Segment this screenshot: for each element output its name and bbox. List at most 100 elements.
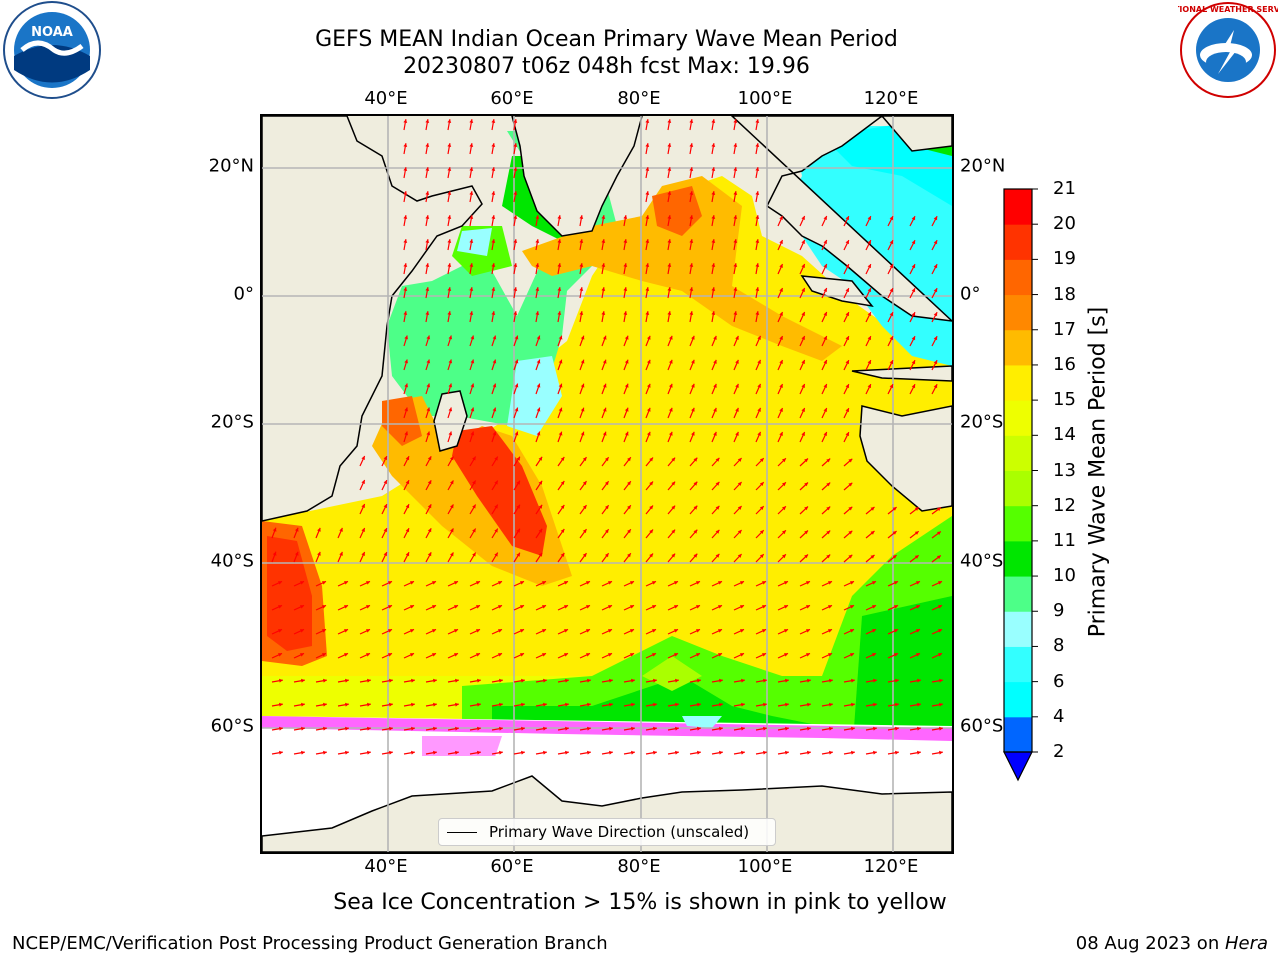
wave-arrowhead — [587, 702, 591, 707]
wave-arrowhead — [427, 552, 432, 557]
wave-arrowhead — [755, 287, 760, 291]
wave-arrowhead — [433, 678, 437, 683]
wave-arrowhead — [535, 239, 540, 243]
wave-arrowhead — [432, 629, 436, 633]
wave-arrowhead — [300, 653, 304, 657]
wave-arrowhead — [624, 407, 629, 412]
wave-arrowhead — [829, 702, 833, 707]
wave-period-map — [262, 116, 952, 852]
wave-arrowhead — [580, 431, 585, 436]
wave-arrowhead — [740, 653, 744, 657]
wave-arrowhead — [476, 629, 480, 633]
wave-arrowhead — [845, 288, 849, 293]
wave-arrowhead — [454, 605, 458, 609]
wave-arrowhead — [936, 507, 941, 512]
wave-arrowhead — [565, 726, 569, 731]
wave-arrowhead — [631, 702, 635, 707]
wave-arrowhead — [911, 312, 916, 317]
wave-arrowhead — [848, 482, 853, 487]
wave-arrowhead — [361, 552, 365, 556]
wave-arrowhead — [623, 287, 628, 291]
wave-arrowhead — [411, 726, 415, 731]
wave-arrowhead — [785, 726, 789, 731]
wave-arrowhead — [823, 312, 827, 316]
wave-arrowhead — [469, 143, 474, 147]
wave-arrowhead — [759, 530, 764, 534]
wave-arrowhead — [851, 726, 855, 731]
colorbar-swatch — [1004, 646, 1032, 683]
wave-arrowhead — [733, 119, 738, 123]
wave-arrowhead — [889, 264, 894, 269]
wave-arrowhead — [410, 581, 414, 585]
wave-arrowhead — [472, 528, 476, 533]
wave-arrowhead — [675, 702, 679, 707]
wave-arrowhead — [426, 359, 431, 364]
wave-arrowhead — [494, 504, 498, 509]
wave-arrowhead — [388, 605, 392, 609]
wave-arrowhead — [491, 119, 496, 123]
wave-arrowhead — [469, 119, 474, 123]
wave-arrowhead — [520, 581, 524, 585]
wave-arrowhead — [649, 553, 653, 558]
wave-arrowhead — [558, 407, 563, 412]
wave-arrowhead — [476, 605, 480, 609]
wave-arrowhead — [759, 458, 764, 462]
wave-arrowhead — [513, 119, 518, 123]
wave-arrowhead — [383, 528, 387, 533]
wave-arrowhead — [826, 554, 831, 559]
wave-arrowhead — [829, 678, 833, 683]
wave-arrowhead — [848, 458, 853, 463]
nws-logo: NATIONAL WEATHER SERVICE — [1162, 0, 1280, 100]
wave-arrowhead — [521, 726, 525, 731]
colorbar-extend-arrow — [1003, 751, 1033, 782]
colorbar-swatch — [1004, 189, 1032, 225]
wave-arrowhead — [845, 432, 849, 437]
wave-arrowhead — [691, 407, 695, 412]
wave-arrowhead — [711, 215, 716, 219]
wave-arrowhead — [564, 653, 568, 657]
svg-text:NATIONAL WEATHER SERVICE: NATIONAL WEATHER SERVICE — [1178, 5, 1278, 14]
wave-arrowhead — [892, 531, 897, 535]
wave-arrowhead — [272, 527, 277, 532]
wave-arrowhead — [454, 581, 458, 585]
wave-arrowhead — [498, 629, 502, 633]
wave-arrowhead — [757, 383, 761, 388]
wave-arrowhead — [278, 605, 282, 609]
wave-arrowhead — [498, 581, 502, 585]
wave-arrowhead — [543, 726, 547, 731]
wave-arrowhead — [389, 726, 393, 731]
wave-arrowhead — [388, 581, 392, 585]
wave-arrowhead — [689, 287, 694, 291]
wave-arrowhead — [850, 605, 854, 609]
wave-arrowhead — [782, 506, 786, 511]
wave-arrowhead — [807, 750, 811, 755]
wave-arrowhead — [455, 750, 459, 755]
wave-arrowhead — [536, 431, 541, 436]
colorbar-tick-label: 2 — [1053, 741, 1065, 762]
wave-arrowhead — [322, 629, 326, 633]
wave-arrowhead — [649, 481, 653, 486]
wave-arrowhead — [823, 360, 827, 364]
wave-arrowhead — [447, 167, 452, 171]
wave-arrowhead — [782, 458, 786, 463]
wave-arrowhead — [801, 240, 805, 244]
wave-arrowhead — [432, 653, 436, 657]
wave-arrowhead — [645, 215, 650, 219]
wave-arrowhead — [667, 239, 672, 243]
wave-arrowhead — [630, 581, 634, 585]
wave-arrowhead — [494, 552, 498, 557]
wave-arrowhead — [653, 678, 657, 683]
wave-arrowhead — [344, 653, 348, 657]
wave-arrowhead — [477, 750, 481, 755]
wave-arrowhead — [645, 119, 650, 123]
footer-org: NCEP/EMC/Verification Post Processing Pr… — [12, 933, 608, 954]
colorbar-tick-label: 20 — [1053, 213, 1076, 235]
lat-tick-right: 60°S — [960, 715, 1004, 737]
lon-tick-bottom: 40°E — [364, 856, 408, 877]
wave-arrowhead — [587, 678, 591, 683]
wave-arrowhead — [779, 216, 783, 220]
wave-arrowhead — [558, 359, 563, 364]
wave-arrowhead — [579, 311, 584, 315]
wave-arrowhead — [823, 288, 827, 292]
wave-arrowhead — [469, 263, 474, 267]
